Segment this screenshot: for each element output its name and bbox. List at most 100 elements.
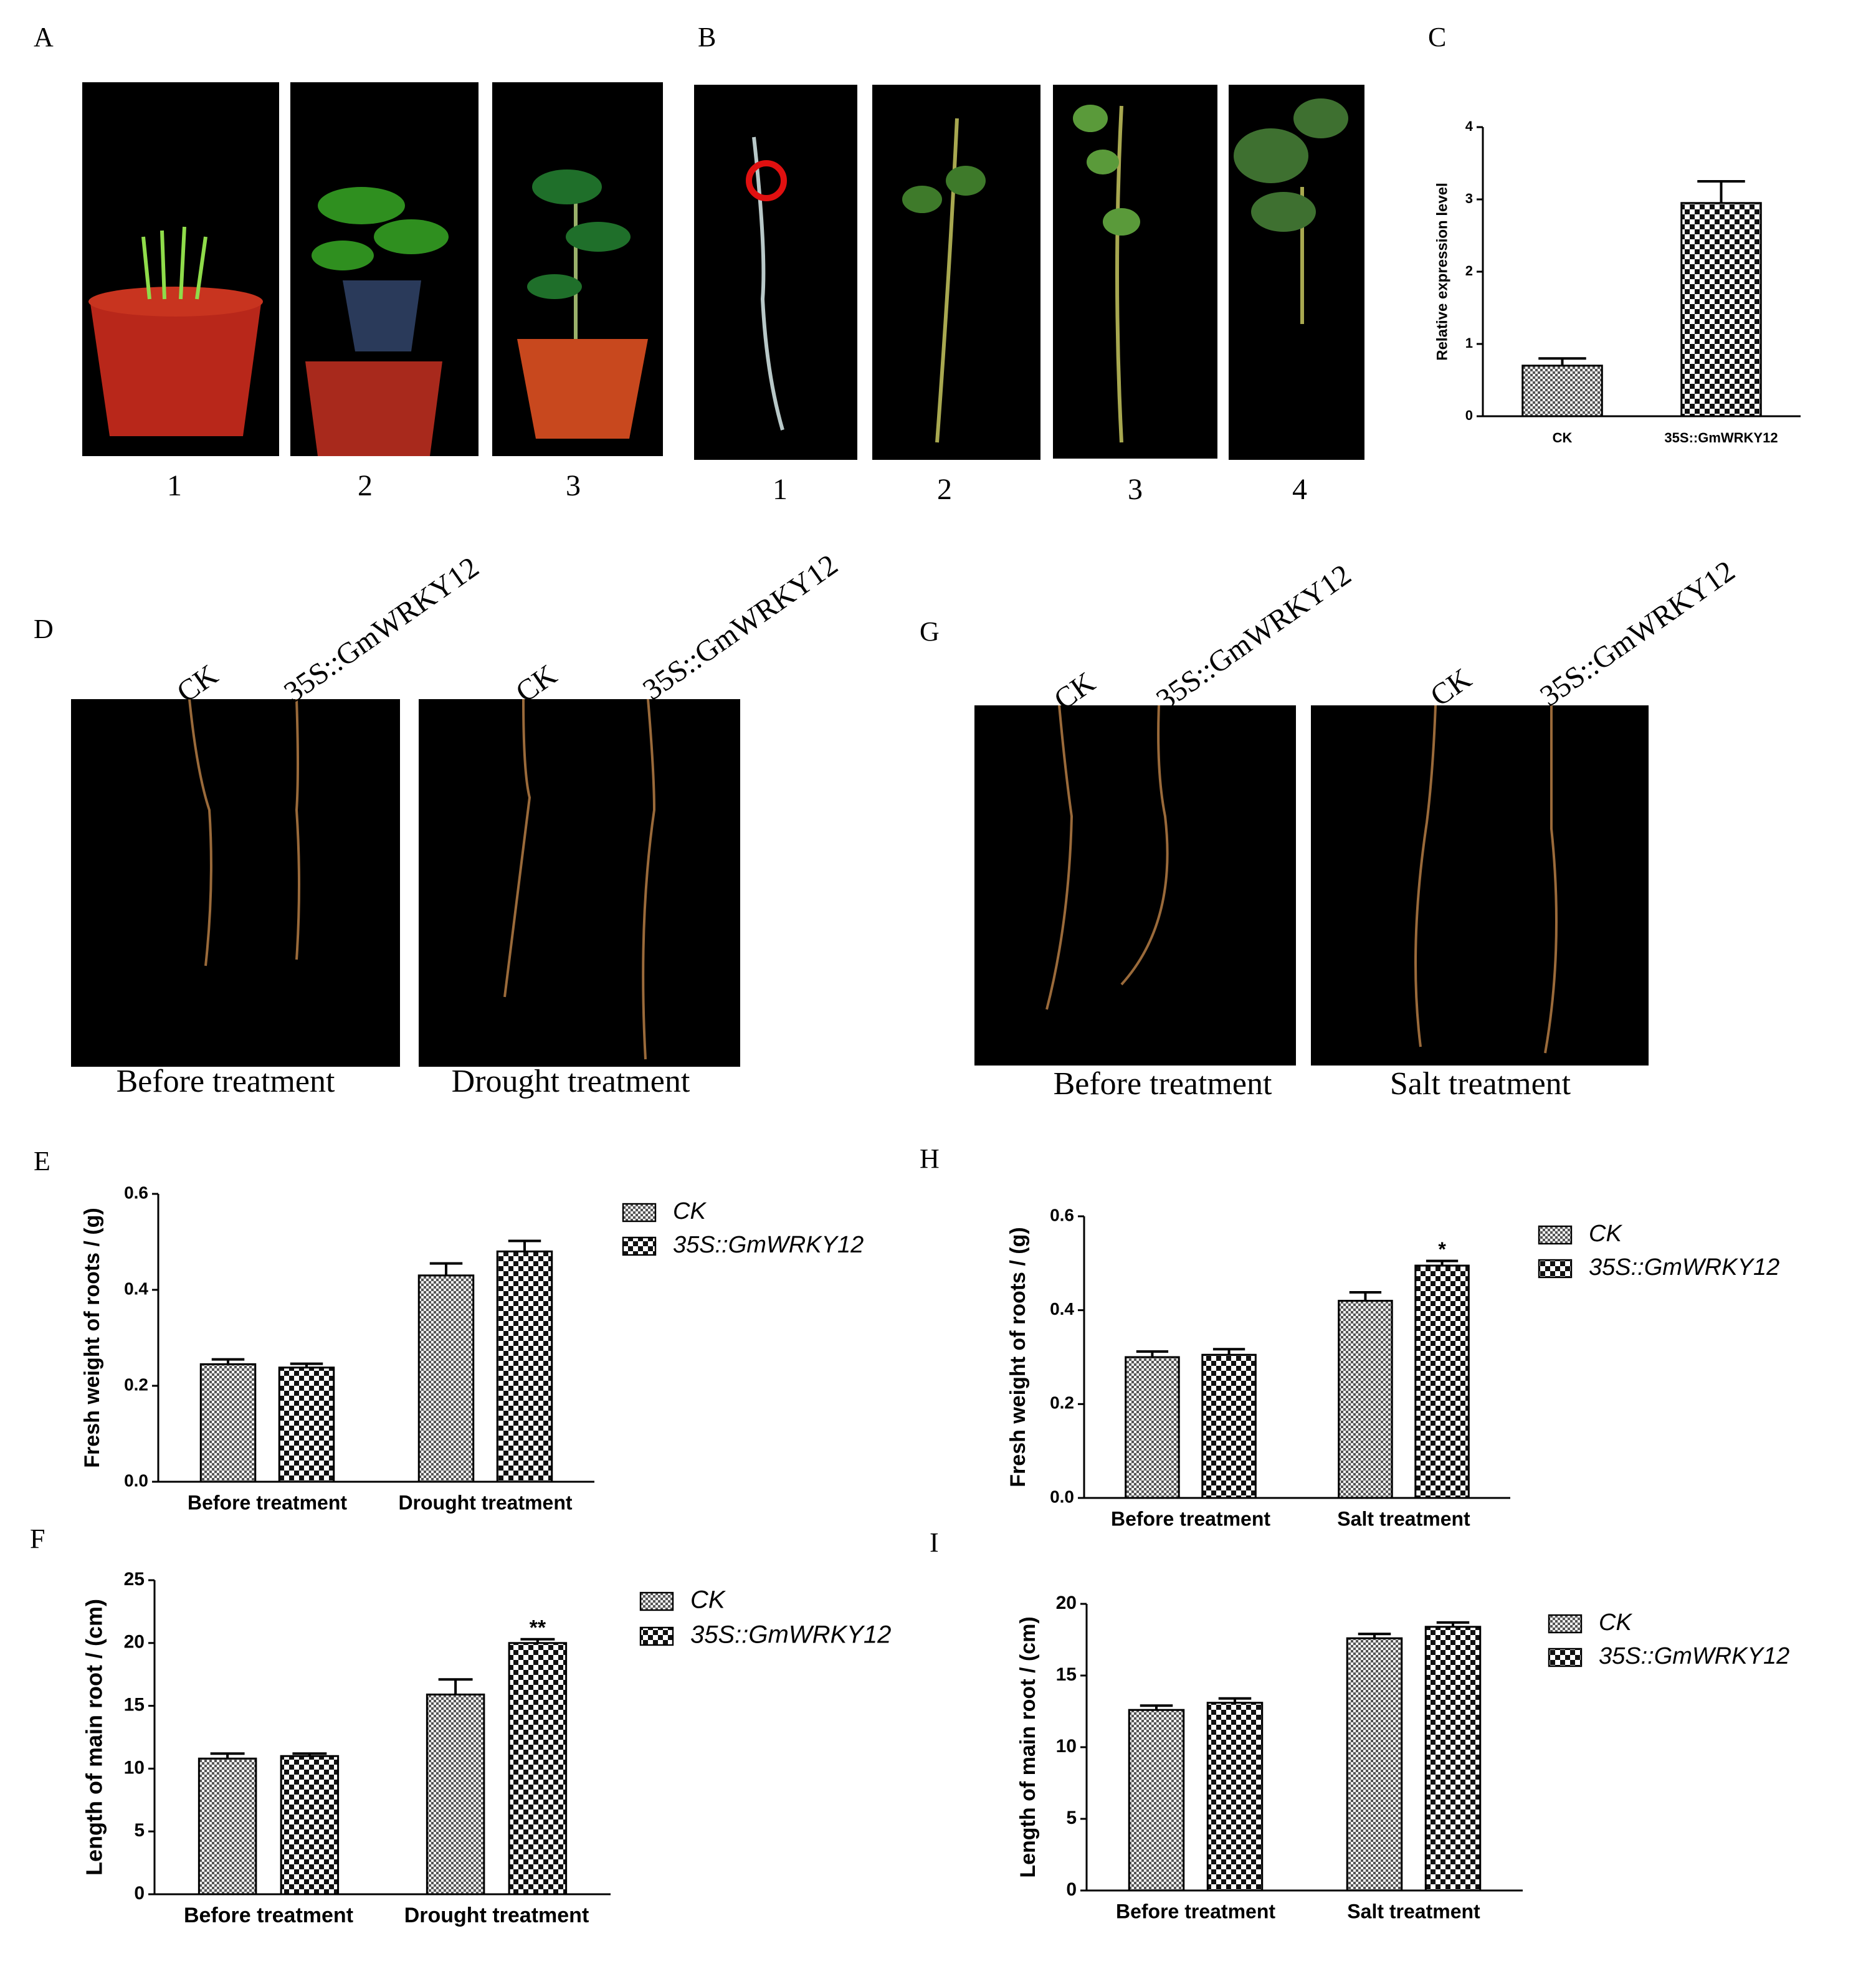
photo-label: 3 bbox=[566, 469, 581, 502]
bar bbox=[417, 1274, 475, 1483]
y-tick-label: 4 bbox=[1465, 118, 1474, 134]
bar bbox=[280, 1755, 340, 1895]
legend-swatch bbox=[639, 1626, 674, 1646]
panel-letter: E bbox=[34, 1146, 50, 1176]
legend-swatch bbox=[1548, 1647, 1583, 1667]
y-axis-label: Length of main root / (cm) bbox=[1016, 1616, 1040, 1877]
error-bar bbox=[1212, 1348, 1245, 1355]
error-bar bbox=[292, 1752, 327, 1757]
caption: Drought treatment bbox=[452, 1064, 690, 1099]
legend-label: 35S::GmWRKY12 bbox=[673, 1232, 864, 1258]
y-tick-label: 20 bbox=[1056, 1593, 1077, 1613]
bar bbox=[1338, 1300, 1393, 1499]
error-bar bbox=[1140, 1704, 1173, 1710]
y-tick-label: 10 bbox=[1056, 1736, 1077, 1757]
photo-label: 1 bbox=[773, 473, 788, 506]
y-tick-label: 5 bbox=[1066, 1808, 1077, 1828]
y-tick-label: 0.0 bbox=[1050, 1487, 1074, 1506]
bar bbox=[1128, 1709, 1185, 1892]
panel-letter: C bbox=[1428, 22, 1446, 52]
bar bbox=[1125, 1356, 1180, 1499]
x-tick-label: Salt treatment bbox=[1347, 1900, 1480, 1922]
x-tick-label: Before treatment bbox=[188, 1491, 347, 1514]
panel-letter: G bbox=[920, 616, 940, 647]
bar bbox=[198, 1757, 257, 1895]
y-tick-label: 1 bbox=[1465, 335, 1473, 351]
error-bar bbox=[290, 1362, 323, 1368]
caption: Salt treatment bbox=[1390, 1066, 1571, 1102]
panel-a-labels: 1 2 3 bbox=[167, 469, 581, 502]
photo-label: 2 bbox=[937, 473, 952, 506]
panel-g-captions: Before treatment Salt treatment bbox=[1054, 1066, 1571, 1102]
y-axis-label: Length of main root / (cm) bbox=[82, 1599, 107, 1876]
panel-a-photos bbox=[82, 82, 663, 456]
panel-d-captions: Before treatment Drought treatment bbox=[117, 1064, 690, 1099]
error-bar bbox=[1218, 1697, 1252, 1703]
legend-label: CK bbox=[673, 1198, 707, 1224]
legend-swatch bbox=[1538, 1259, 1573, 1279]
legend-swatch bbox=[622, 1203, 657, 1223]
y-tick-label: 0.6 bbox=[1050, 1205, 1074, 1224]
x-tick-label: Drought treatment bbox=[398, 1491, 572, 1514]
error-bar bbox=[1136, 1350, 1169, 1357]
bar bbox=[426, 1693, 485, 1895]
error-bar bbox=[1426, 1259, 1459, 1266]
legend-swatch bbox=[622, 1236, 657, 1256]
bar bbox=[1201, 1353, 1257, 1499]
panel-letter: H bbox=[920, 1143, 940, 1174]
legend-label: CK bbox=[1599, 1609, 1632, 1636]
error-bar bbox=[438, 1678, 473, 1695]
y-tick-label: 15 bbox=[124, 1695, 145, 1715]
legend-swatch bbox=[1538, 1225, 1573, 1245]
panel-g-photos bbox=[974, 705, 1649, 1066]
bar bbox=[1346, 1637, 1403, 1892]
error-bar bbox=[429, 1262, 463, 1275]
caption: Before treatment bbox=[1054, 1066, 1272, 1102]
error-bar bbox=[211, 1358, 245, 1365]
legend-swatch bbox=[1548, 1614, 1583, 1634]
y-tick-label: 0 bbox=[1066, 1879, 1077, 1900]
bar bbox=[1521, 365, 1603, 417]
y-tick-label: 20 bbox=[124, 1632, 145, 1652]
panel-letter: B bbox=[698, 22, 716, 52]
significance-label: * bbox=[1438, 1238, 1446, 1261]
bar bbox=[496, 1250, 553, 1483]
y-tick-label: 2 bbox=[1465, 263, 1473, 279]
x-tick-label: CK bbox=[1553, 430, 1573, 446]
y-axis-label: Relative expression level bbox=[1434, 183, 1450, 361]
error-bar bbox=[1436, 1621, 1470, 1627]
bar bbox=[508, 1642, 568, 1895]
legend-label: 35S::GmWRKY12 bbox=[1599, 1643, 1789, 1669]
x-tick-label: Before treatment bbox=[1111, 1507, 1270, 1530]
y-tick-label: 0.2 bbox=[1050, 1393, 1074, 1413]
y-axis-label: Fresh weight of roots / (g) bbox=[80, 1208, 104, 1467]
y-tick-label: 5 bbox=[134, 1820, 145, 1841]
x-tick-label: 35S::GmWRKY12 bbox=[1664, 430, 1778, 446]
bar bbox=[1206, 1702, 1264, 1892]
y-tick-label: 3 bbox=[1465, 191, 1473, 206]
photo-label: 2 bbox=[358, 469, 373, 502]
legend-label: 35S::GmWRKY12 bbox=[1589, 1254, 1779, 1280]
panel-letter: F bbox=[30, 1523, 45, 1554]
panel-letters: A B C D E F G H I bbox=[30, 22, 1446, 1558]
caption: Before treatment bbox=[117, 1064, 335, 1099]
legend-label: CK bbox=[690, 1586, 726, 1614]
y-tick-label: 15 bbox=[1056, 1664, 1077, 1685]
bar bbox=[199, 1363, 257, 1483]
x-tick-label: Salt treatment bbox=[1337, 1507, 1470, 1530]
significance-label: ** bbox=[530, 1616, 546, 1640]
error-bar bbox=[1358, 1633, 1391, 1639]
photo-label: 4 bbox=[1292, 473, 1307, 506]
legend-label: 35S::GmWRKY12 bbox=[690, 1621, 891, 1649]
y-tick-label: 0.4 bbox=[1050, 1299, 1074, 1318]
error-bar bbox=[1349, 1291, 1382, 1301]
panel-b-photos bbox=[694, 85, 1364, 460]
x-tick-label: Before treatment bbox=[184, 1904, 353, 1927]
y-tick-label: 10 bbox=[124, 1757, 145, 1778]
x-tick-label: Before treatment bbox=[1116, 1900, 1275, 1922]
y-tick-label: 25 bbox=[124, 1569, 145, 1590]
x-tick-label: Drought treatment bbox=[404, 1904, 589, 1927]
legend-swatch bbox=[639, 1591, 674, 1611]
